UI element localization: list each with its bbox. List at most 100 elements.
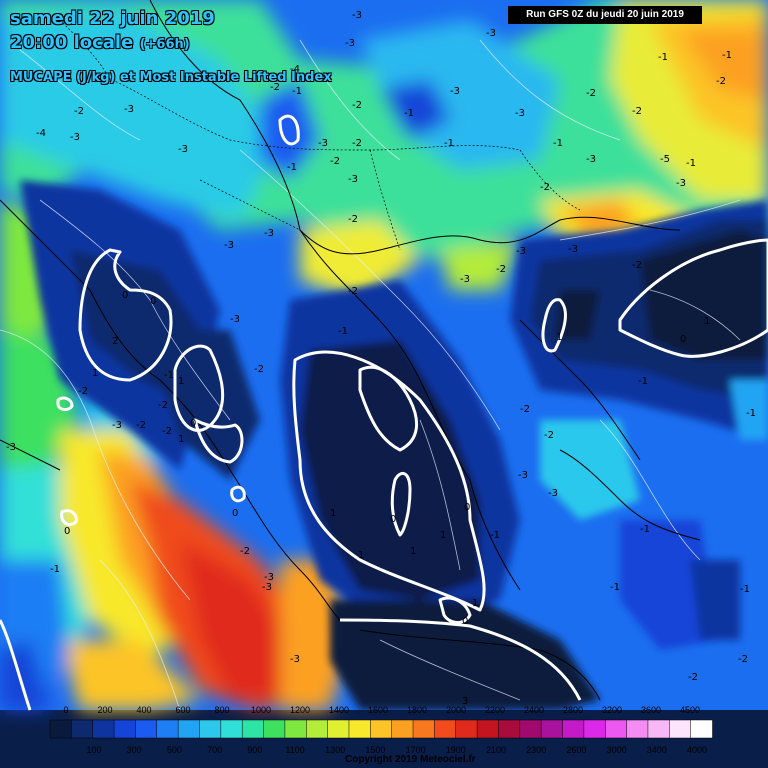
lifted-index-label: -3: [6, 442, 16, 453]
legend-swatch: [434, 719, 457, 739]
legend-swatch: [370, 719, 393, 739]
lifted-index-label: 0: [390, 514, 396, 525]
lifted-index-label: -3: [178, 144, 188, 155]
lifted-index-label: 1: [178, 434, 184, 445]
lifted-index-label: -3: [264, 572, 274, 583]
lifted-index-label: -2: [352, 138, 362, 149]
lifted-index-label: -1: [338, 326, 348, 337]
lifted-index-label: -1: [746, 408, 756, 419]
lifted-index-label: -2: [496, 264, 506, 275]
legend-bar: [49, 719, 713, 739]
lifted-index-label: -1: [722, 50, 732, 61]
lifted-index-label: -3: [515, 108, 525, 119]
lifted-index-label: -2: [74, 106, 84, 117]
lifted-index-label: 0: [680, 334, 686, 345]
legend-label-top: 600: [175, 705, 191, 715]
legend-swatch: [327, 719, 350, 739]
lifted-index-label: -1: [638, 376, 648, 387]
legend-swatch: [562, 719, 585, 739]
legend-label-top: 1000: [250, 705, 272, 715]
legend-label-top: 0: [63, 705, 69, 715]
legend-label-bottom: 1500: [365, 745, 386, 755]
lifted-index-label: 2: [112, 336, 118, 347]
color-legend: 0 200 400 600 800 1000 1200 1400 1600 1800 2000 220…: [0, 700, 768, 768]
legend-swatch: [113, 719, 137, 739]
lifted-index-label: -3: [450, 86, 460, 97]
lifted-index-label: -3: [586, 154, 596, 165]
lifted-index-label: -2: [348, 286, 358, 297]
legend-swatch: [177, 719, 201, 739]
lifted-index-label: -2: [540, 182, 550, 193]
lifted-index-label: 1: [472, 598, 478, 609]
lifted-index-label: -2: [632, 260, 642, 271]
lifted-index-label: -3: [518, 470, 528, 481]
legend-label-bottom: 2600: [566, 745, 587, 755]
lifted-index-label: -1: [740, 584, 750, 595]
legend-label-bottom: 1300: [325, 745, 346, 755]
lifted-index-label: -1: [658, 52, 668, 63]
legend-swatch: [669, 719, 692, 739]
legend-label-bottom: 700: [207, 745, 223, 755]
lifted-index-label: -3: [124, 104, 134, 115]
legend-swatch: [604, 719, 628, 739]
lifted-index-label: -2: [632, 106, 642, 117]
lifted-index-label: -3: [264, 228, 274, 239]
lifted-index-label: -3: [262, 582, 272, 593]
coastlines: [0, 0, 701, 701]
legend-label-bottom: 100: [86, 745, 102, 755]
run-label: Run GFS 0Z du jeudi 20 juin 2019: [508, 6, 702, 24]
legend-label-top: 1200: [289, 705, 311, 715]
lifted-index-label: 1: [358, 550, 364, 561]
lifted-index-label: -3: [548, 488, 558, 499]
legend-swatch: [199, 719, 222, 739]
lifted-index-label: 1: [410, 546, 416, 557]
lifted-index-label: -3: [676, 178, 686, 189]
legend-swatch: [306, 719, 329, 739]
legend-label-top: 200: [97, 705, 113, 715]
legend-label-bottom: 1700: [405, 745, 426, 755]
lifted-index-label: -2: [688, 672, 698, 683]
lifted-index-label: -2: [254, 364, 264, 375]
lifted-index-label: 0: [64, 526, 70, 537]
lifted-index-label: -2: [158, 400, 168, 411]
lifted-index-label: -3: [112, 420, 122, 431]
legend-label-top: 2800: [562, 705, 584, 715]
forecast-time: 20:00 locale (+66h): [10, 32, 190, 53]
legend-label-top: 3200: [601, 705, 623, 715]
lifted-index-label: -2: [270, 82, 280, 93]
lifted-index-label: -2: [738, 654, 748, 665]
legend-label-top: 2000: [445, 705, 467, 715]
lifted-index-label: -1: [686, 158, 696, 169]
legend-label-top: 1400: [328, 705, 350, 715]
lifted-index-zero-contours: [0, 114, 768, 711]
lifted-index-label: -2: [240, 546, 250, 557]
lifted-index-label: -1: [292, 86, 302, 97]
legend-swatch: [583, 719, 606, 739]
lifted-index-label: -3: [348, 174, 358, 185]
legend-swatch: [391, 719, 414, 739]
legend-label-top: 1800: [406, 705, 428, 715]
lifted-index-label: -1: [640, 524, 650, 535]
legend-swatch: [540, 719, 564, 739]
lifted-index-label: -4: [290, 64, 300, 75]
lifted-index-label: 0: [232, 508, 238, 519]
lifted-index-label: -4: [36, 128, 46, 139]
lifted-index-label: 3: [462, 696, 468, 707]
lifted-index-labels: -4 -3-3-3-1-1-4-2-2 -1 -3 -2-2 -3 -2-1 -3 -2-4 -3…: [6, 10, 756, 707]
legend-swatch: [241, 719, 265, 739]
legend-label-bottom: 1100: [285, 745, 305, 755]
copyright: Copyright 2019 Meteociel.fr: [345, 754, 476, 765]
lifted-index-label: -2: [716, 76, 726, 87]
lifted-index-label: -1: [610, 582, 620, 593]
lifted-index-label: -1: [287, 162, 297, 173]
legend-label-bottom: 3000: [606, 745, 627, 755]
lifted-index-label: -3: [345, 38, 355, 49]
legend-swatch: [690, 719, 713, 739]
lifted-index-label: -2: [520, 404, 530, 415]
cape-shading: [0, 0, 768, 710]
lifted-index-label: 0: [464, 502, 470, 513]
lifted-index-label: -2: [586, 88, 596, 99]
legend-swatch: [92, 719, 115, 739]
